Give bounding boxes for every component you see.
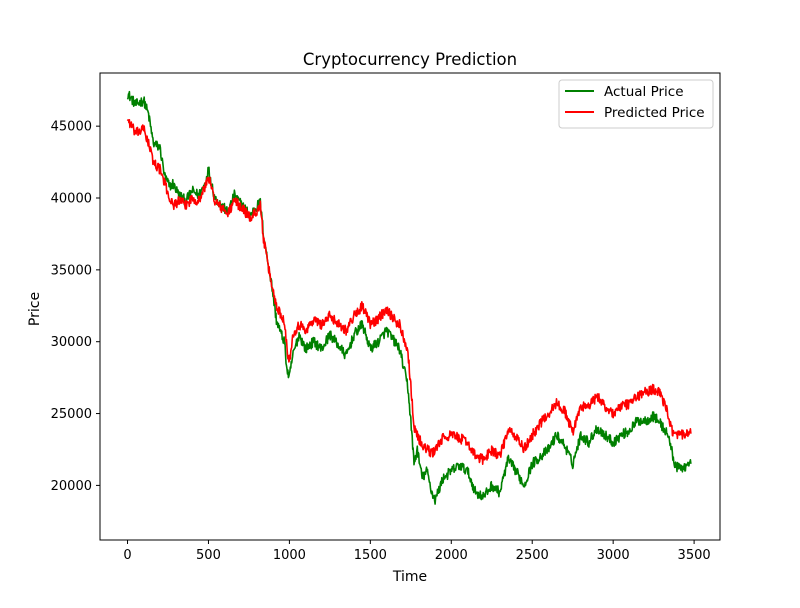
legend: Actual Price Predicted Price bbox=[558, 79, 714, 129]
y-axis-label: Price bbox=[27, 292, 43, 326]
y-axis: 20000 25000 30000 35000 40000 45000 bbox=[51, 120, 100, 494]
y-tick-label: 40000 bbox=[51, 192, 92, 207]
x-axis: 0 500 1000 1500 2000 2500 3000 3500 bbox=[123, 540, 711, 563]
x-tick-label: 2000 bbox=[435, 548, 468, 563]
x-tick-label: 2500 bbox=[516, 548, 549, 563]
y-tick-label: 45000 bbox=[51, 120, 92, 135]
legend-label-actual-price: Actual Price bbox=[604, 84, 684, 100]
x-tick-label: 3000 bbox=[597, 548, 630, 563]
x-tick-label: 3500 bbox=[678, 548, 711, 563]
y-tick-label: 20000 bbox=[51, 479, 92, 494]
x-tick-label: 500 bbox=[196, 548, 221, 563]
y-tick-label: 35000 bbox=[51, 263, 92, 278]
x-tick-label: 0 bbox=[123, 548, 131, 563]
x-axis-label: Time bbox=[392, 569, 427, 585]
plot-area bbox=[126, 90, 692, 505]
chart-title: Cryptocurrency Prediction bbox=[303, 50, 517, 69]
axes-frame bbox=[99, 72, 721, 541]
legend-box bbox=[558, 79, 714, 129]
y-tick-label: 30000 bbox=[51, 335, 92, 350]
y-tick-label: 25000 bbox=[51, 407, 92, 422]
x-tick-label: 1000 bbox=[273, 548, 306, 563]
x-tick-label: 1500 bbox=[354, 548, 387, 563]
legend-label-predicted-price: Predicted Price bbox=[604, 105, 705, 121]
series-line-predicted-price bbox=[126, 119, 692, 465]
